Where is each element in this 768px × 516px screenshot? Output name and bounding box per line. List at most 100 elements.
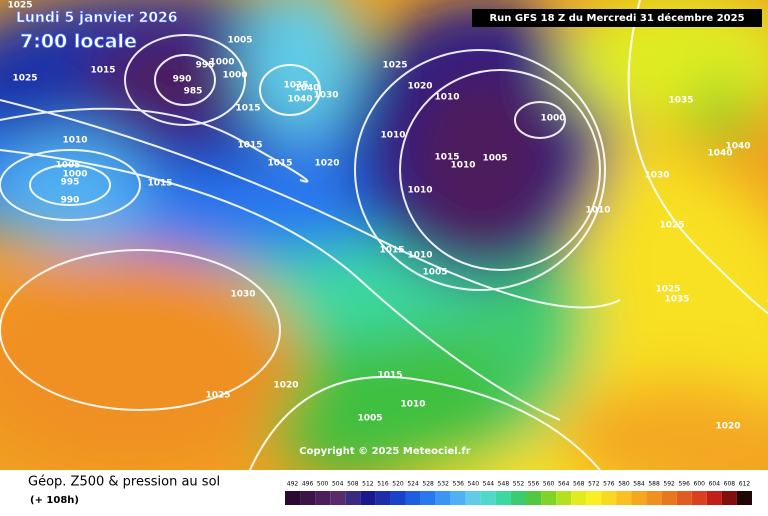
isobar-label: 1010 bbox=[62, 136, 87, 146]
forecast-time: 7:00 locale bbox=[20, 31, 137, 53]
scale-swatch bbox=[510, 491, 527, 505]
scale-label: 516 bbox=[377, 481, 389, 488]
isobar-label: 1035 bbox=[668, 96, 693, 106]
isobar-label: 1040 bbox=[707, 149, 732, 159]
scale-swatch bbox=[435, 491, 451, 505]
scale-swatch bbox=[360, 491, 376, 505]
copyright: Copyright © 2025 Meteociel.fr bbox=[299, 446, 470, 457]
isobar-label: 1025 bbox=[655, 285, 680, 295]
isobar-label: 1000 bbox=[222, 71, 247, 81]
isobar-label: 1020 bbox=[314, 159, 339, 169]
scale-swatch bbox=[405, 491, 421, 505]
scale-swatch bbox=[631, 491, 647, 505]
isobar-label: 1015 bbox=[90, 66, 115, 76]
isobar-label: 1020 bbox=[715, 422, 740, 432]
scale-label: 564 bbox=[558, 481, 570, 488]
scale-swatch bbox=[526, 491, 542, 505]
scale-swatch bbox=[450, 491, 466, 505]
run-box bbox=[472, 9, 762, 27]
isobar-label: 1005 bbox=[422, 268, 447, 278]
isobar-label: 1015 bbox=[434, 153, 459, 163]
isobar-label: 1020 bbox=[273, 381, 298, 391]
isobar-label: 1010 bbox=[434, 93, 459, 103]
isobar-label: 1015 bbox=[147, 179, 172, 189]
isobar-label: 1025 bbox=[382, 61, 407, 71]
scale-swatch bbox=[706, 491, 722, 505]
scale-swatch bbox=[345, 491, 361, 505]
isobar-label: 1010 bbox=[400, 400, 425, 410]
isobar-label: 1010 bbox=[407, 186, 432, 196]
scale-swatch bbox=[721, 491, 737, 505]
scale-swatch bbox=[300, 491, 316, 505]
scale-label: 608 bbox=[724, 481, 736, 488]
scale-swatch bbox=[601, 491, 617, 505]
scale-swatch bbox=[616, 491, 632, 505]
scale-label: 500 bbox=[317, 481, 329, 488]
scale-swatch bbox=[586, 491, 602, 505]
scale-swatch bbox=[420, 491, 436, 505]
scale-label: 492 bbox=[287, 481, 299, 488]
scale-label: 536 bbox=[453, 481, 465, 488]
scale-label: 604 bbox=[709, 481, 721, 488]
scale-swatch bbox=[495, 491, 511, 505]
scale-swatch bbox=[315, 491, 331, 505]
isobar-label: 1025 bbox=[12, 74, 37, 84]
isobar-label: 1035 bbox=[283, 81, 308, 91]
scale-label: 528 bbox=[422, 481, 434, 488]
isobar-label: 1015 bbox=[237, 141, 262, 151]
scale-label: 588 bbox=[648, 481, 660, 488]
scale-label: 596 bbox=[678, 481, 690, 488]
isobar-label: 1005 bbox=[227, 36, 252, 46]
scale-label: 548 bbox=[498, 481, 510, 488]
scale-label: 568 bbox=[573, 481, 585, 488]
scale-label: 560 bbox=[543, 481, 555, 488]
isobar-label: 1025 bbox=[205, 391, 230, 401]
isobar-label: 1015 bbox=[377, 371, 402, 381]
isobar-label: 1040 bbox=[725, 142, 750, 152]
isobar-label: 1010 bbox=[450, 161, 475, 171]
isobar-label: 990 bbox=[173, 75, 192, 85]
scale-label: 496 bbox=[302, 481, 314, 488]
isobar-label: 1010 bbox=[380, 131, 405, 141]
isobar-label: 1015 bbox=[267, 159, 292, 169]
scale-label: 532 bbox=[437, 481, 449, 488]
isobar-label: 1000 bbox=[62, 170, 87, 180]
isobar-label: 995 bbox=[61, 178, 80, 188]
isobar-label: 995 bbox=[196, 61, 215, 71]
isobar-label: 1010 bbox=[407, 251, 432, 261]
scale-swatch bbox=[691, 491, 707, 505]
isobar-label: 1030 bbox=[644, 171, 669, 181]
isobar-label: 1015 bbox=[235, 104, 260, 114]
lead-time: (+ 108h) bbox=[30, 495, 79, 506]
scale-swatch bbox=[556, 491, 572, 505]
isobar-label: 1025 bbox=[7, 1, 32, 11]
isobar-label: 1015 bbox=[379, 246, 404, 256]
scale-swatch bbox=[571, 491, 587, 505]
isobar-label: 1040 bbox=[287, 95, 312, 105]
isobar-label: 990 bbox=[61, 196, 80, 206]
scale-label: 556 bbox=[528, 481, 540, 488]
forecast-date: Lundi 5 janvier 2026 bbox=[16, 10, 178, 26]
scale-label: 600 bbox=[694, 481, 706, 488]
isobar-label: 1005 bbox=[357, 414, 382, 424]
scale-label: 524 bbox=[407, 481, 419, 488]
scale-label: 540 bbox=[468, 481, 480, 488]
isobar-label: 1020 bbox=[407, 82, 432, 92]
isobar-label: 1000 bbox=[540, 114, 565, 124]
isobar-label: 1005 bbox=[482, 154, 507, 164]
isobar-label: 1005 bbox=[55, 161, 80, 171]
scale-swatch bbox=[736, 491, 752, 505]
footer-title: Géop. Z500 & pression au sol bbox=[28, 475, 220, 490]
scale-swatch bbox=[390, 491, 406, 505]
scale-label: 592 bbox=[663, 481, 675, 488]
scale-label: 576 bbox=[603, 481, 615, 488]
isobar-label: 985 bbox=[184, 87, 203, 97]
scale-swatch bbox=[646, 491, 662, 505]
scale-label: 520 bbox=[392, 481, 404, 488]
isobar-label: 1000 bbox=[209, 58, 234, 68]
scale-label: 544 bbox=[483, 481, 495, 488]
isobar-label: 1010 bbox=[585, 206, 610, 216]
isobar-label: 1030 bbox=[313, 91, 338, 101]
